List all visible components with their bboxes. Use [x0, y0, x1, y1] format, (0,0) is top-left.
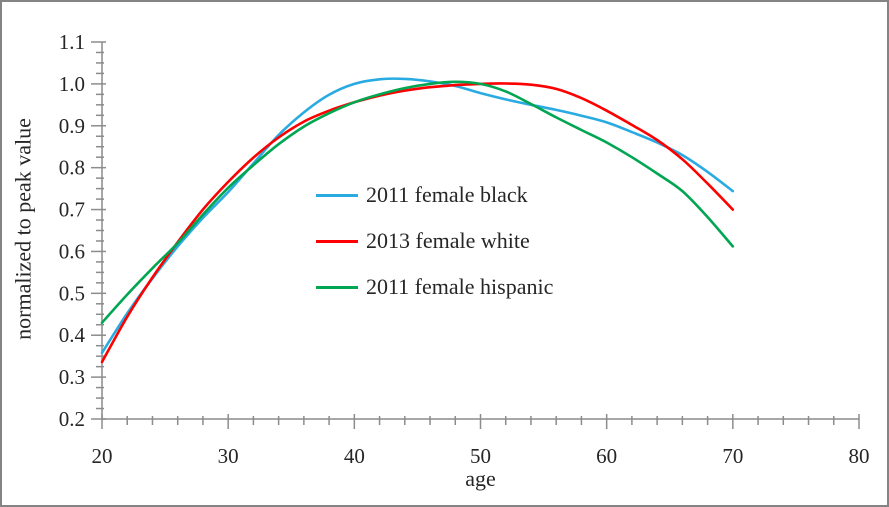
series-line-2013-female-white [100, 82, 735, 364]
legend-swatch-female-hispanic [316, 285, 358, 289]
x-tick-label: 40 [344, 444, 365, 468]
x-axis-title: age [465, 466, 496, 491]
y-tick-label: 0.3 [59, 365, 85, 389]
y-tick-label: 0.8 [59, 156, 85, 180]
x-tick-label: 30 [218, 444, 239, 468]
legend-label-female-white: 2013 female white [366, 228, 530, 253]
legend-swatch-female-white [316, 239, 358, 243]
y-tick-label: 0.6 [59, 239, 85, 263]
legend-item-female-white: 2013 female white [316, 218, 553, 264]
y-tick-label: 0.4 [59, 323, 86, 347]
legend-label-female-hispanic: 2011 female hispanic [366, 274, 554, 299]
x-tick-label: 70 [722, 444, 743, 468]
y-tick-label: 0.5 [59, 281, 85, 305]
y-axis-title: normalized to peak value [10, 118, 36, 340]
legend-item-female-hispanic: 2011 female hispanic [316, 264, 553, 310]
x-tick-label: 60 [596, 444, 617, 468]
series-line-2011-female-hispanic [100, 80, 735, 324]
y-tick-label: 0.9 [59, 114, 85, 138]
x-tick-label: 80 [849, 444, 870, 468]
legend: 2011 female black 2013 female white 2011… [316, 172, 553, 310]
legend-item-female-black: 2011 female black [316, 172, 553, 218]
y-tick-label: 1.0 [59, 72, 85, 96]
legend-label-female-black: 2011 female black [366, 182, 528, 207]
legend-swatch-female-black [316, 193, 358, 197]
x-tick-label: 50 [470, 444, 491, 468]
y-tick-label: 0.7 [59, 198, 85, 222]
series-line-2011-female-black [100, 77, 735, 355]
y-tick-label: 0.2 [59, 407, 85, 431]
x-tick-label: 20 [92, 444, 113, 468]
y-tick-label: 1.1 [59, 30, 85, 54]
